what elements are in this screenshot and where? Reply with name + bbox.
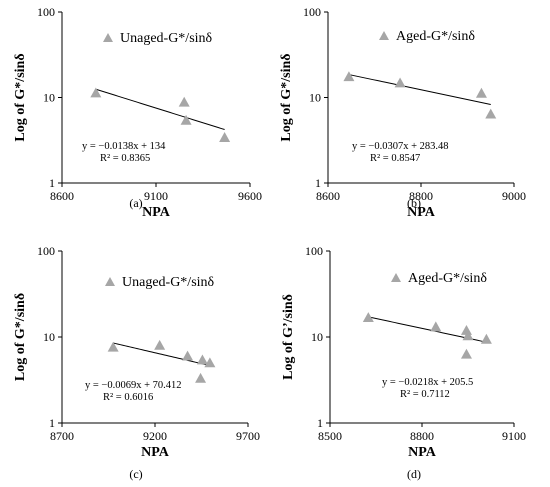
panel-caption: (a): [129, 196, 142, 210]
data-point: [195, 372, 207, 383]
data-point: [154, 339, 166, 350]
legend-marker: [103, 33, 113, 42]
x-tick-label: 9700: [236, 429, 260, 443]
y-tick-label: 100: [37, 5, 55, 19]
data-point: [485, 108, 497, 119]
trendline-equation: y = −0.0069x + 70.412: [85, 380, 182, 391]
y-tick-label: 1: [49, 176, 55, 190]
panel-caption: (b): [407, 196, 421, 210]
y-tick-label: 1: [317, 416, 323, 430]
y-tick-label: 100: [37, 244, 55, 258]
y-tick-label: 10: [43, 91, 55, 105]
data-point: [430, 321, 442, 332]
y-axis-label: Log of G*/sinδ: [279, 53, 294, 141]
legend-label: Aged-G*/sinδ: [408, 271, 487, 286]
chart-panel-3: 1 10 100 8700 9200 9700 NPA Log of G*/sinδ Unage…: [13, 244, 260, 481]
x-tick-label: 9100: [502, 429, 526, 443]
trendline: [95, 88, 225, 131]
y-axis-label: Log of G*/sinδ: [13, 293, 28, 381]
y-tick-label: 1: [49, 416, 55, 430]
trendline-r2: R² = 0.7112: [400, 389, 450, 400]
data-point: [362, 312, 374, 323]
y-tick-label: 10: [43, 330, 55, 344]
legend-label: Aged-G*/sinδ: [396, 29, 475, 44]
legend-label: Unaged-G*/sinδ: [120, 31, 213, 46]
x-tick-label: 8600: [316, 189, 340, 203]
y-tick-label: 1: [315, 176, 321, 190]
y-tick-label: 100: [305, 244, 323, 258]
trendline-equation: y = −0.0218x + 205.5: [382, 377, 473, 388]
legend-label: Unaged-G*/sinδ: [122, 275, 215, 290]
data-point: [90, 87, 102, 98]
x-axis-label: NPA: [141, 445, 170, 460]
x-tick-label: 8600: [50, 189, 74, 203]
trendline-r2: R² = 0.8365: [100, 153, 150, 164]
chart-panel-4: 1 10 100 8500 8800 9100 NPA Log of G’/sinδ Aged-…: [281, 244, 526, 481]
legend-marker: [105, 277, 115, 286]
x-tick-label: 8500: [318, 429, 342, 443]
trendline: [113, 342, 210, 367]
data-point: [460, 325, 472, 335]
data-point: [394, 77, 406, 88]
x-tick-label: 9100: [144, 189, 168, 203]
data-point: [343, 71, 355, 82]
y-axis-label: Log of G’/sinδ: [281, 294, 296, 380]
data-point: [480, 333, 492, 344]
panel-caption: (d): [407, 467, 421, 481]
x-tick-label: 8800: [409, 189, 433, 203]
trendline-r2: R² = 0.6016: [103, 392, 153, 403]
data-point: [107, 341, 119, 352]
y-tick-label: 10: [309, 91, 321, 105]
x-axis-label: NPA: [408, 445, 437, 460]
trendline: [348, 74, 491, 106]
data-point: [462, 330, 474, 341]
x-tick-label: 9200: [143, 429, 167, 443]
data-point: [219, 132, 231, 142]
panel-caption: (c): [129, 467, 142, 481]
trendline-equation: y = −0.0307x + 283.48: [352, 141, 449, 152]
data-point: [475, 87, 487, 98]
x-tick-label: 9000: [502, 189, 526, 203]
chart-panel-1: 1 10 100 8600 9100 9600 NPA Log of G*/sinδ Unage…: [13, 5, 262, 220]
y-axis-label: Log of G*/sinδ: [13, 53, 28, 141]
y-tick-label: 10: [311, 330, 323, 344]
data-point: [180, 114, 192, 125]
chart-panel-2: 1 10 100 8600 8800 9000 NPA Log of G*/sinδ Aged-…: [279, 5, 526, 220]
x-tick-label: 9600: [238, 189, 262, 203]
data-point: [460, 348, 472, 359]
x-axis-label: NPA: [142, 205, 171, 220]
data-point: [178, 96, 190, 107]
trendline-equation: y = −0.0138x + 134: [82, 141, 166, 152]
x-tick-label: 8700: [50, 429, 74, 443]
data-point: [196, 354, 208, 365]
legend-marker: [379, 31, 389, 40]
legend-marker: [391, 273, 401, 282]
data-point: [182, 350, 194, 361]
trendline-r2: R² = 0.8547: [370, 153, 420, 164]
y-tick-label: 100: [303, 5, 321, 19]
x-tick-label: 8800: [410, 429, 434, 443]
data-point: [204, 357, 216, 368]
x-axis-label: NPA: [407, 205, 436, 220]
